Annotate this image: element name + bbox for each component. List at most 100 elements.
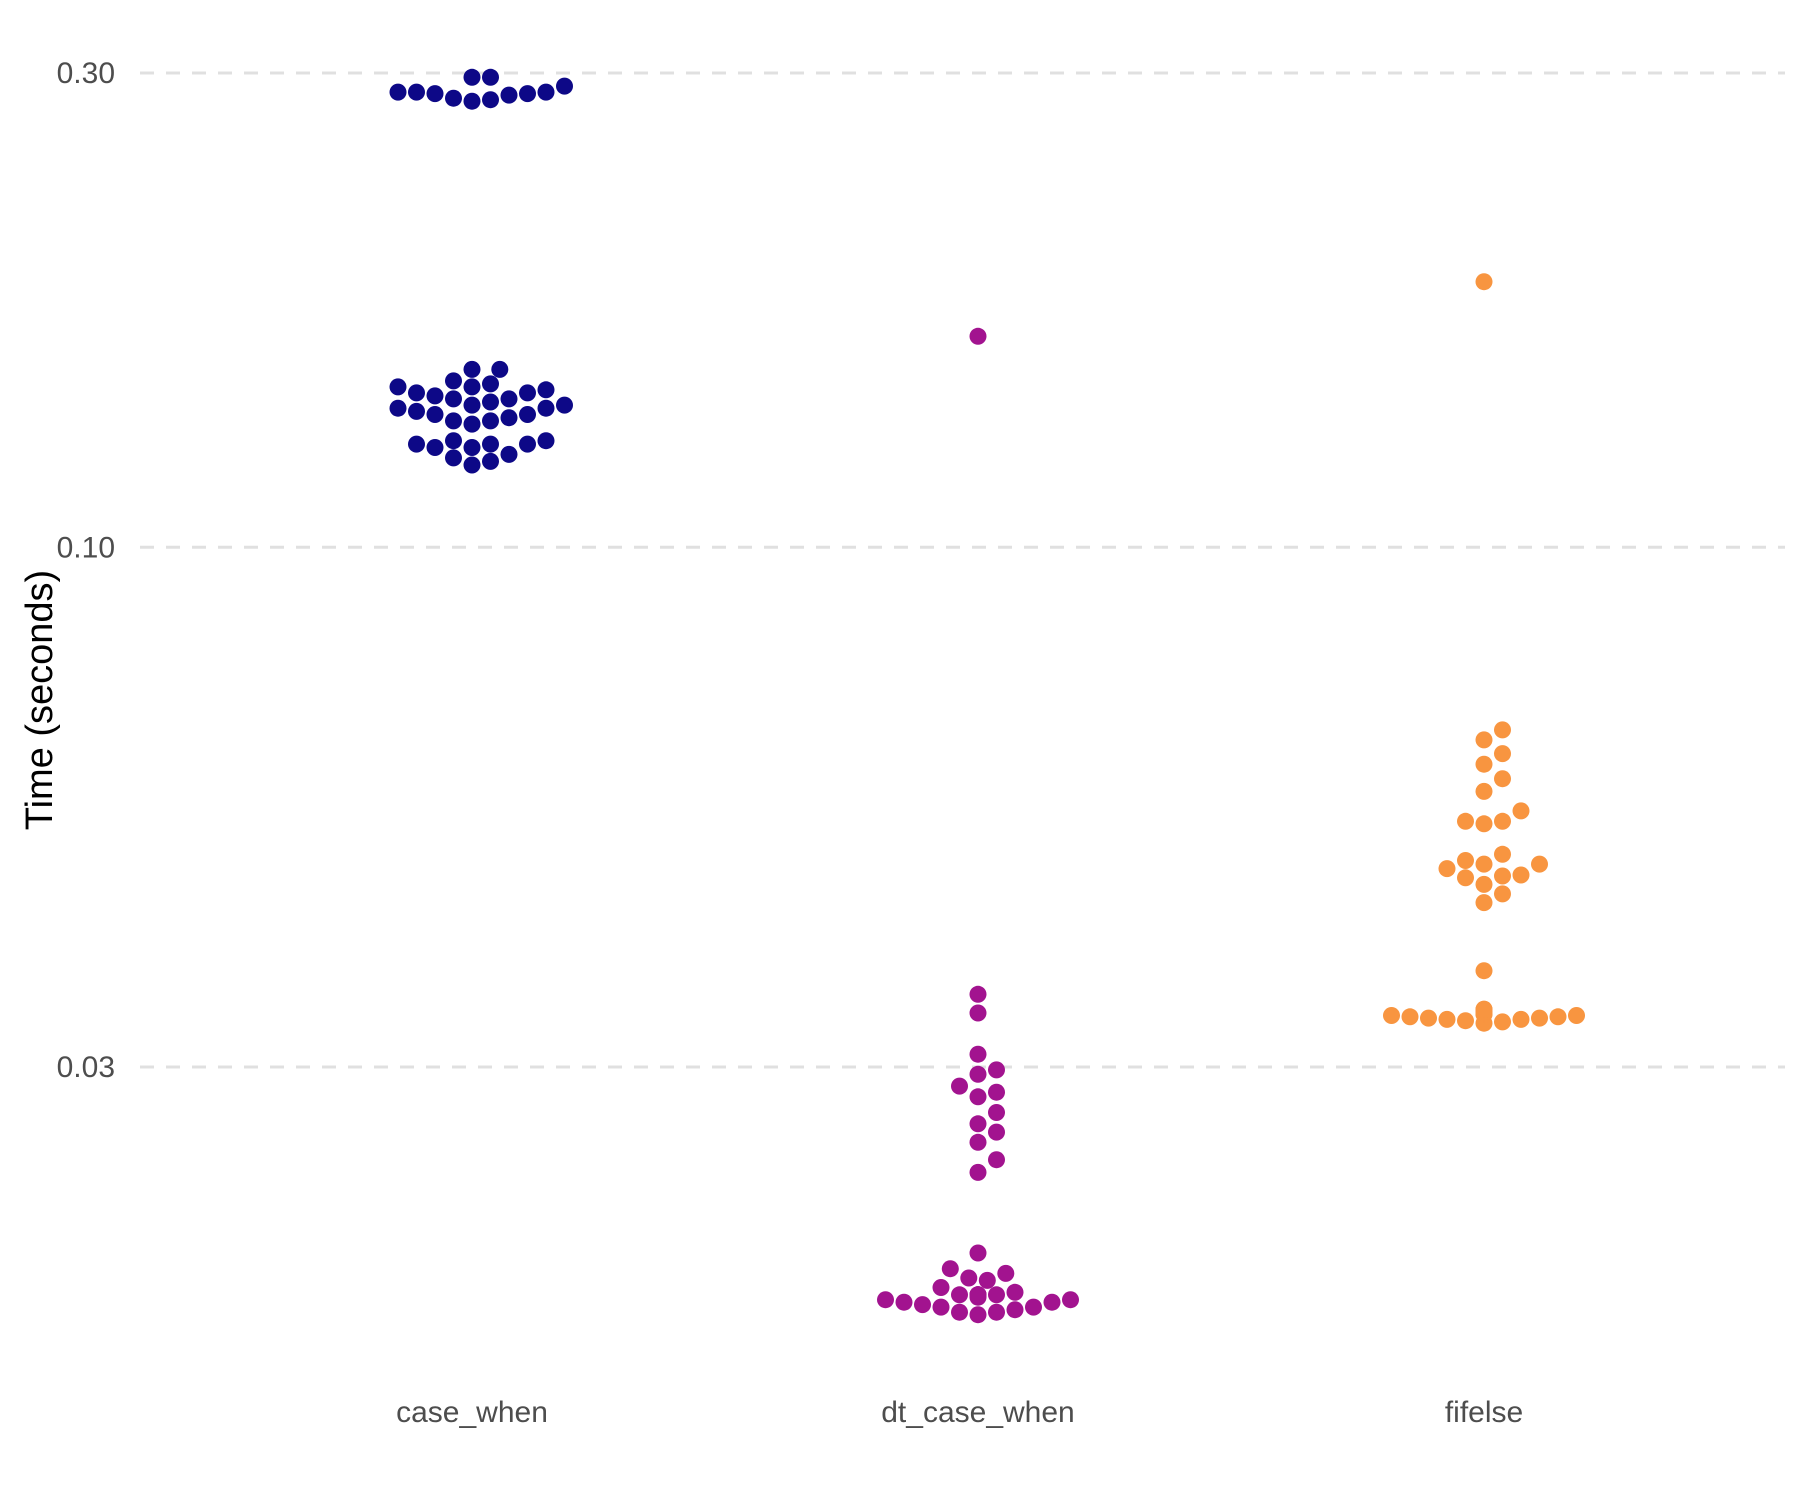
x-tick-label: fifelse [1445,1396,1523,1429]
data-point-dt-case-when [932,1298,950,1316]
data-point-dt-case-when [1006,1301,1024,1319]
data-point-case-when [426,387,444,405]
data-point-dt-case-when [951,1286,968,1304]
data-point-fifelse [1475,962,1493,980]
data-point-case-when [463,415,481,433]
data-point-fifelse [1457,812,1474,830]
data-point-fifelse [1494,885,1511,903]
data-point-dt-case-when [969,327,987,345]
data-point-dt-case-when [969,1045,987,1063]
data-point-dt-case-when [932,1279,950,1296]
data-point-case-when [445,432,462,450]
data-point-case-when [445,372,462,390]
data-point-fifelse [1475,855,1493,873]
data-point-case-when [482,68,499,86]
data-point-fifelse [1494,812,1511,830]
data-point-case-when [463,360,481,378]
data-point-case-when [500,390,518,408]
data-point-case-when [426,85,444,103]
data-point-case-when [426,439,444,456]
data-point-fifelse [1420,1009,1437,1027]
data-point-case-when [445,89,462,107]
data-point-dt-case-when [895,1293,913,1311]
data-point-fifelse [1494,845,1511,863]
data-point-fifelse [1494,721,1511,739]
data-point-case-when [408,384,425,402]
data-point-fifelse [1568,1007,1585,1024]
data-point-case-when [500,409,518,427]
y-tick-label: 0.10 [57,531,115,564]
data-point-case-when [537,83,555,101]
data-point-dt-case-when [988,1104,1005,1121]
data-point-case-when [500,86,518,104]
data-point-dt-case-when [1025,1298,1042,1316]
data-point-dt-case-when [988,1123,1005,1141]
data-point-case-when [463,378,481,396]
data-point-dt-case-when [969,1244,987,1262]
data-point-case-when [519,85,536,103]
data-point-dt-case-when [988,1151,1005,1169]
data-point-fifelse [1475,273,1493,291]
data-point-fifelse [1383,1007,1400,1024]
data-point-case-when [482,91,499,109]
data-point-dt-case-when [969,1088,987,1106]
data-point-case-when [408,402,425,420]
data-point-fifelse [1475,755,1493,773]
data-point-fifelse [1401,1008,1419,1026]
data-point-dt-case-when [997,1264,1015,1282]
data-point-dt-case-when [914,1296,931,1314]
y-axis-title: Time (seconds) [19,570,61,830]
data-point-fifelse [1512,866,1530,884]
y-tick-label: 0.30 [57,57,115,90]
data-point-fifelse [1531,855,1548,873]
data-point-fifelse [1531,1009,1548,1027]
data-point-fifelse [1475,894,1493,912]
data-point-fifelse [1494,770,1511,788]
data-point-case-when [482,435,499,453]
x-tick-labels: case_when dt_case_when fifelse [396,1396,1523,1429]
data-point-case-when [445,390,462,408]
data-point-case-when [389,83,407,101]
data-point-dt-case-when [978,1271,996,1289]
data-point-case-when [408,435,425,453]
y-tick-label: 0.03 [57,1051,115,1084]
data-point-case-when [408,83,425,101]
data-point-case-when [519,406,536,423]
data-point-dt-case-when [951,1077,968,1095]
data-point-dt-case-when [988,1303,1005,1321]
data-point-fifelse [1549,1008,1567,1026]
data-point-case-when [482,375,499,393]
data-point-case-when [537,399,555,417]
data-point-case-when [463,92,481,110]
data-point-dt-case-when [988,1083,1005,1101]
data-point-case-when [463,396,481,414]
data-point-fifelse [1475,815,1493,833]
data-point-fifelse [1494,867,1511,885]
data-point-case-when [463,68,481,86]
data-point-fifelse [1457,869,1474,887]
data-point-case-when [537,432,555,450]
data-point-case-when [500,445,518,463]
data-point-case-when [519,435,536,453]
data-point-case-when [482,393,499,411]
data-point-dt-case-when [951,1303,968,1321]
data-point-dt-case-when [988,1061,1005,1079]
data-point-dt-case-when [877,1291,894,1309]
data-point-dt-case-when [969,1115,987,1133]
data-point-fifelse [1494,1013,1511,1031]
data-point-case-when [482,452,499,470]
data-point-dt-case-when [969,1065,987,1083]
x-tick-label: case_when [396,1396,548,1429]
data-point-case-when [491,360,509,378]
data-point-fifelse [1457,852,1474,869]
data-point-fifelse [1512,802,1530,820]
data-point-fifelse [1475,1000,1493,1018]
y-tick-labels: 0.03 0.10 0.30 [57,57,115,1084]
data-point-case-when [556,396,573,414]
data-point-dt-case-when [969,1163,987,1181]
data-point-case-when [426,406,444,423]
data-point-dt-case-when [969,1286,987,1304]
data-point-case-when [556,77,573,95]
data-point-case-when [463,439,481,456]
